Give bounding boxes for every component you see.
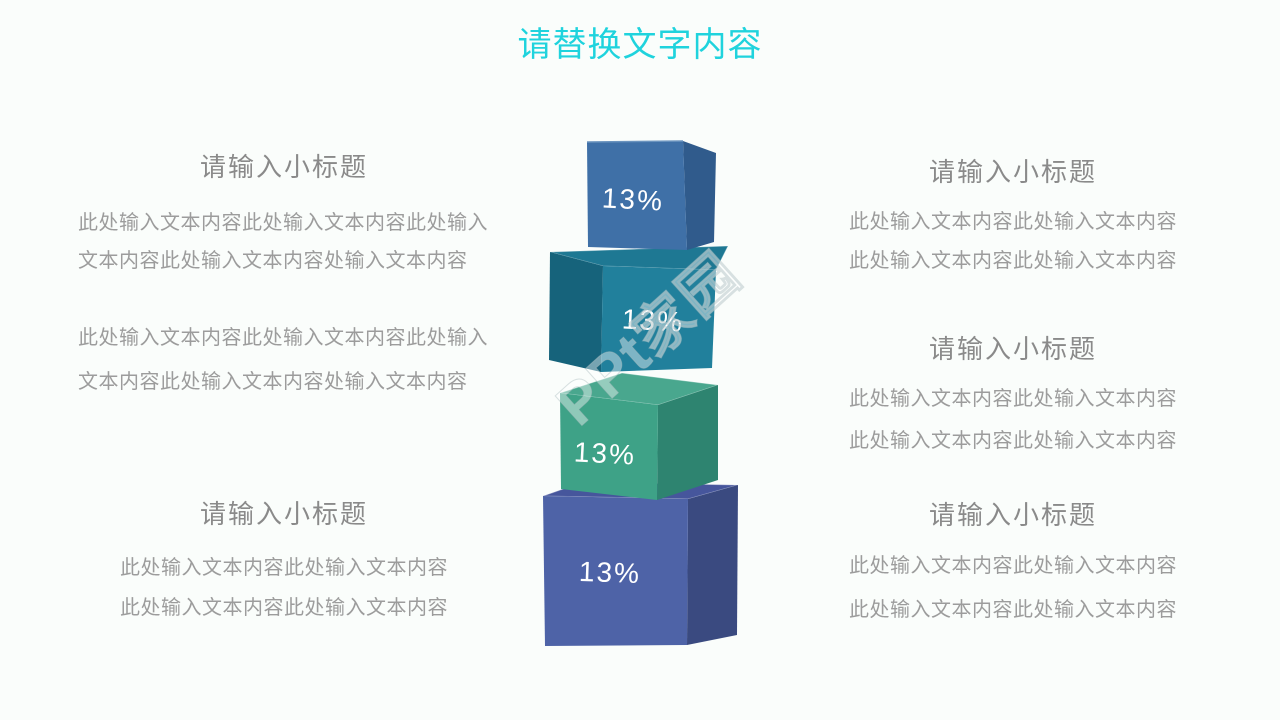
box-1-percent-label: 13% xyxy=(601,182,665,216)
right-section-title: 请输入小标题 xyxy=(928,500,1097,530)
box-3-percent-label: 13% xyxy=(573,436,637,470)
left-body-line: 文本内容此处输入文本内容处输入文本内容 xyxy=(78,250,468,272)
left-body-line: 此处输入文本内容此处输入文本内容 xyxy=(120,557,448,579)
right-section-title: 请输入小标题 xyxy=(928,157,1097,187)
box-2-percent-label: 13% xyxy=(621,303,685,337)
box-1-side-face xyxy=(683,141,716,250)
right-body-line: 此处输入文本内容此处输入文本内容 xyxy=(849,388,1177,410)
right-body-line: 此处输入文本内容此处输入文本内容 xyxy=(849,599,1177,621)
slide-title: 请替换文字内容 xyxy=(517,26,763,64)
box-1-front-face xyxy=(587,141,687,250)
left-body-line: 文本内容此处输入文本内容处输入文本内容 xyxy=(78,371,468,393)
box-4-side-face xyxy=(687,485,738,645)
right-body-line: 此处输入文本内容此处输入文本内容 xyxy=(849,430,1177,452)
box-1-top-edge-highlight xyxy=(586,140,684,143)
left-body-line: 此处输入文本内容此处输入文本内容 xyxy=(120,597,448,619)
box-4-front-face xyxy=(543,496,688,646)
left-text-column: 请输入小标题 此处输入文本内容此处输入文本内容此处输入 文本内容此处输入文本内容… xyxy=(78,0,490,720)
right-section-title: 请输入小标题 xyxy=(928,334,1097,364)
box-3: 13% xyxy=(559,372,719,500)
box-1: 13% xyxy=(586,140,716,250)
left-body-line: 此处输入文本内容此处输入文本内容此处输入 xyxy=(78,327,488,349)
box-3-front-face xyxy=(560,393,658,500)
right-body-line: 此处输入文本内容此处输入文本内容 xyxy=(849,555,1177,577)
left-section-title: 请输入小标题 xyxy=(199,499,368,529)
left-section-title: 请输入小标题 xyxy=(199,152,368,182)
left-body-line: 此处输入文本内容此处输入文本内容此处输入 xyxy=(78,212,488,234)
box-3-side-face xyxy=(657,385,718,500)
box-4: 13% xyxy=(542,481,739,646)
box-2-side-face xyxy=(549,252,603,372)
right-body-line: 此处输入文本内容此处输入文本内容 xyxy=(849,250,1177,272)
stacked-boxes-diagram: 13% 13% 13% 13% xyxy=(542,140,739,646)
box-2: 13% xyxy=(549,245,729,372)
box-4-percent-label: 13% xyxy=(578,556,641,589)
box-2-front-face xyxy=(601,266,716,372)
right-body-line: 此处输入文本内容此处输入文本内容 xyxy=(849,211,1177,233)
right-text-column: 请输入小标题 此处输入文本内容此处输入文本内容 此处输入文本内容此处输入文本内容… xyxy=(845,0,1181,720)
